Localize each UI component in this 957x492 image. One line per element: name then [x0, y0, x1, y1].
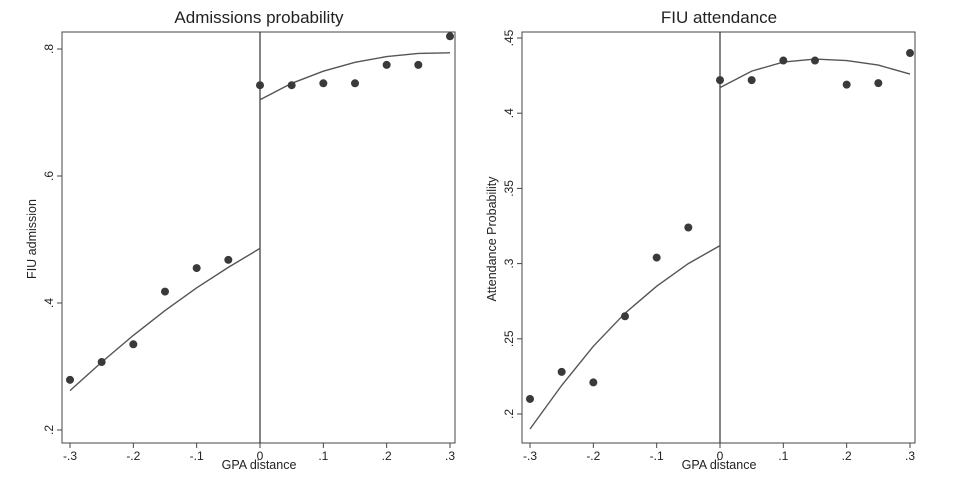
- data-point: [842, 80, 851, 89]
- y-axis-label: FIU admission: [25, 199, 39, 279]
- plot-frame: [521, 31, 916, 444]
- x-tick-label: .3: [905, 449, 915, 463]
- data-point: [256, 81, 264, 90]
- y-tick-label: .45: [502, 29, 516, 46]
- y-axis-label: Attendance Probability: [485, 176, 499, 302]
- panel-admissions: Admissions probability GPA distance FIU …: [25, 8, 456, 472]
- data-point: [192, 264, 201, 273]
- chart-title: Admissions probability: [174, 8, 344, 27]
- data-point: [779, 56, 788, 65]
- y-tick-label: .3: [502, 258, 516, 268]
- y-tick-label: .2: [42, 425, 56, 435]
- data-point: [446, 32, 454, 41]
- x-tick-label: 0: [257, 449, 264, 463]
- data-point: [526, 394, 534, 403]
- x-axis-label: GPA distance: [222, 458, 297, 472]
- data-point: [811, 56, 819, 65]
- plot-frame: [61, 31, 456, 444]
- y-tick-label: .4: [502, 108, 516, 118]
- y-tick-label: .2: [502, 409, 516, 419]
- x-tick-label: -.2: [586, 449, 600, 463]
- x-tick-label: -.2: [126, 449, 140, 463]
- y-tick-label: .4: [42, 298, 56, 308]
- panel-attendance: FIU attendance GPA distance Attendance P…: [485, 8, 916, 472]
- data-point: [589, 378, 598, 387]
- x-axis-label: GPA distance: [682, 458, 757, 472]
- x-tick-label: -.3: [63, 449, 77, 463]
- y-tick-label: .25: [502, 330, 516, 347]
- y-tick-label: .35: [502, 180, 516, 197]
- x-tick-label: -.1: [650, 449, 664, 463]
- data-point: [319, 79, 328, 88]
- y-tick-label: .6: [42, 171, 56, 181]
- plot-marks: -.3 -.2 -.1 0 .1 .2 .3 .2 .4 .6 .8: [42, 32, 455, 463]
- fit-line-right: [259, 52, 451, 101]
- x-tick-label: .1: [778, 449, 788, 463]
- x-tick-label: .1: [318, 449, 328, 463]
- data-point: [224, 255, 233, 264]
- data-point: [652, 253, 661, 262]
- data-point: [906, 49, 914, 58]
- data-point: [716, 76, 724, 85]
- data-point: [161, 287, 169, 296]
- data-point: [684, 223, 693, 232]
- chart-title: FIU attendance: [661, 8, 777, 27]
- y-tick-label: .8: [42, 44, 56, 54]
- data-point: [414, 60, 423, 69]
- data-point: [874, 79, 883, 88]
- fit-line-left: [529, 244, 721, 430]
- data-point: [66, 375, 74, 384]
- data-point: [129, 340, 138, 349]
- x-tick-label: .3: [445, 449, 455, 463]
- x-tick-label: -.1: [190, 449, 204, 463]
- x-tick-label: .2: [382, 449, 392, 463]
- data-point: [97, 358, 106, 367]
- fit-line-left: [69, 247, 261, 392]
- data-point: [382, 60, 391, 69]
- data-point: [747, 76, 756, 85]
- data-point: [621, 312, 629, 321]
- data-point: [351, 79, 359, 88]
- x-tick-label: .2: [842, 449, 852, 463]
- data-point: [557, 367, 566, 376]
- data-point: [287, 81, 296, 90]
- x-tick-label: 0: [717, 449, 724, 463]
- plot-marks: -.3 -.2 -.1 0 .1 .2 .3 .2 .25 .3 .35 .4 .45: [502, 29, 915, 463]
- x-tick-label: -.3: [523, 449, 537, 463]
